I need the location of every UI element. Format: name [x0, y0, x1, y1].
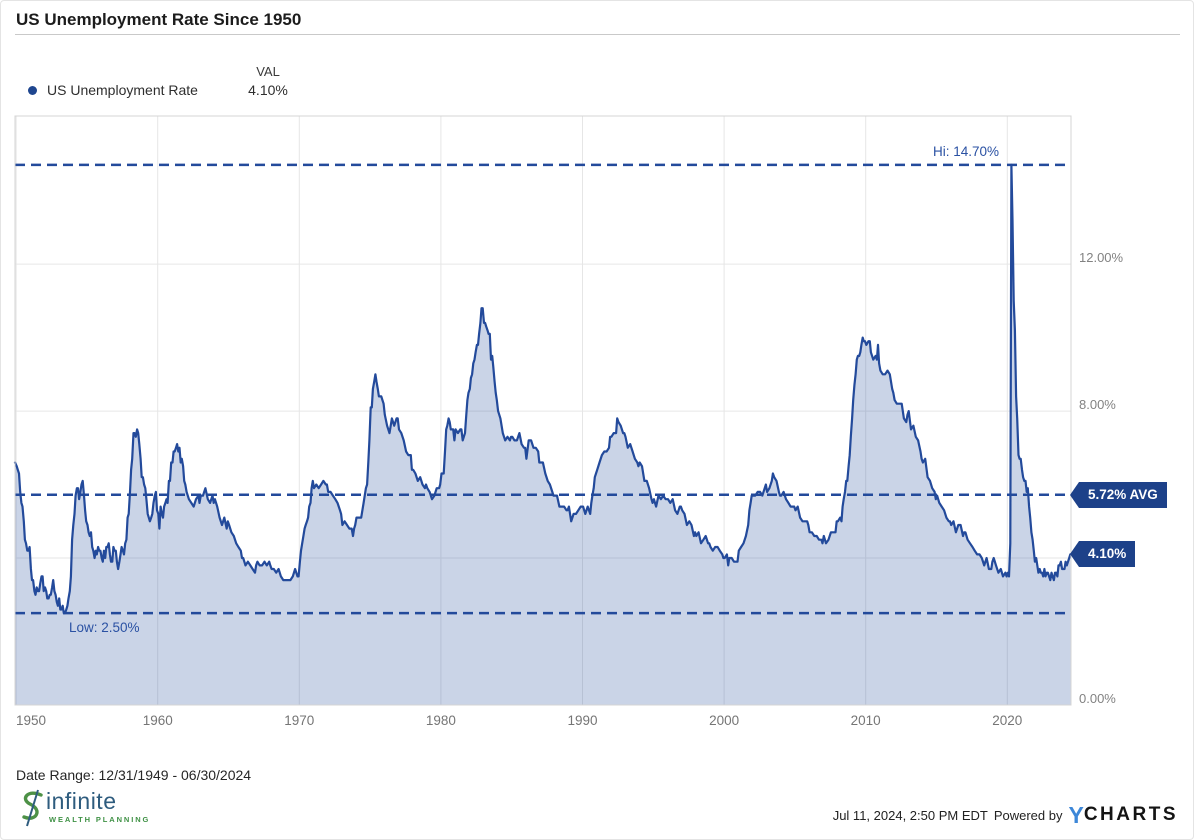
series-legend-dot-icon — [28, 86, 37, 95]
powered-by-label: Powered by — [993, 807, 1063, 823]
legend-current-value: 4.10% — [248, 82, 288, 98]
ycharts-logo: Y CHARTS — [1068, 802, 1178, 828]
x-axis-tick-label: 2010 — [850, 713, 881, 728]
low-annotation-label: Low: 2.50% — [69, 620, 140, 636]
logo-name: infinite — [46, 788, 117, 814]
y-axis-tick-label: 8.00% — [1079, 397, 1116, 413]
title-divider — [15, 34, 1180, 35]
x-axis-tick-label: 1980 — [425, 713, 456, 728]
infinite-logo-glyph-icon — [22, 789, 43, 827]
high-annotation-label: Hi: 14.70% — [932, 143, 999, 159]
x-axis-tick-label: 1970 — [284, 713, 315, 728]
x-axis-tick-label: 1960 — [142, 713, 173, 728]
footer-attribution: Jul 11, 2024, 2:50 PM EDT Powered by Y C… — [832, 802, 1178, 828]
legend-val-column-header: VAL — [256, 64, 280, 79]
date-range: Date Range: 12/31/1949 - 06/30/2024 — [16, 767, 252, 783]
ycharts-logo-y: Y — [1068, 802, 1084, 828]
x-axis-tick-label: 1950 — [15, 713, 47, 728]
x-axis-tick-label: 1990 — [567, 713, 598, 728]
y-axis-tick-label: 0.00% — [1079, 691, 1116, 706]
timestamp: Jul 11, 2024, 2:50 PM EDT — [832, 807, 988, 823]
average-value-badge: 5.72% AVG — [1070, 481, 1167, 508]
x-axis-tick-label: 2020 — [992, 713, 1023, 728]
ycharts-logo-text: CHARTS — [1083, 804, 1178, 825]
last-value-badge: 4.10% — [1069, 541, 1136, 568]
y-axis-tick-label: 12.00% — [1079, 250, 1124, 266]
series-legend-label: US Unemployment Rate — [47, 82, 198, 98]
infinite-wealth-planning-logo: infinite WEALTH PLANNING — [17, 788, 150, 828]
page-title: US Unemployment Rate Since 1950 — [16, 10, 302, 29]
x-axis-tick-label: 2000 — [709, 713, 740, 728]
logo-tagline: WEALTH PLANNING — [49, 815, 151, 824]
